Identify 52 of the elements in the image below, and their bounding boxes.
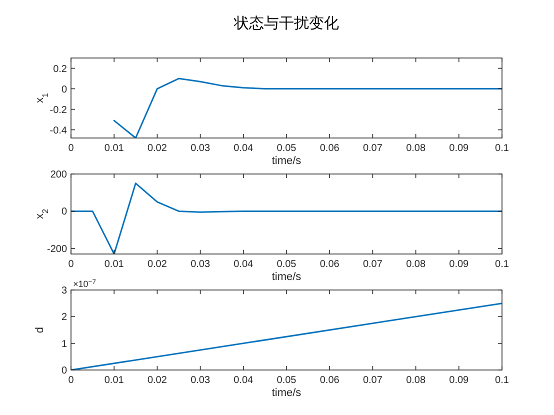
- x-tick-label: 0.03: [190, 259, 210, 270]
- x-tick-label: 0.05: [276, 259, 297, 270]
- line-series: [113, 78, 502, 138]
- x-tick-label: 0.09: [449, 259, 470, 270]
- x-tick-label: 0.04: [234, 375, 254, 386]
- x-tick-label: 0.04: [234, 143, 254, 154]
- x-tick-label: 0.07: [362, 143, 383, 154]
- y-tick-label: -0.2: [50, 104, 68, 116]
- x-tick-label: 0.08: [406, 143, 426, 154]
- y-tick-label: 0.2: [53, 64, 68, 75]
- x-tick-label: 0.01: [104, 375, 124, 386]
- x-tick-label: 0.06: [320, 375, 340, 386]
- y-tick-label: -0.4: [50, 125, 68, 136]
- y-tick-label: -200: [46, 244, 68, 255]
- x-axis-title: time/s: [272, 271, 302, 283]
- x-tick-label: 0.02: [147, 143, 168, 154]
- x-tick-label: 0.02: [147, 375, 168, 386]
- x-tick-label: 0.1: [495, 375, 510, 386]
- y-tick-label: 0: [61, 366, 68, 376]
- x-tick-label: 0.08: [406, 375, 426, 386]
- line-series: [71, 182, 502, 254]
- y-tick-label: 3: [61, 286, 68, 296]
- x-tick-label: 0.03: [190, 143, 210, 154]
- x-tick-label: 0: [68, 375, 74, 386]
- x-tick-label: 0.07: [362, 259, 383, 270]
- x-tick-label: 0: [68, 143, 74, 154]
- y-tick-label: 200: [50, 170, 68, 180]
- y-tick-label: 0: [61, 84, 68, 96]
- x-tick-label: 0.03: [190, 375, 210, 386]
- x-tick-label: 0.09: [449, 375, 470, 386]
- x-tick-label: 0.08: [406, 259, 426, 270]
- x-tick-label: 0.06: [320, 259, 340, 270]
- x-tick-label: 0.1: [495, 259, 510, 270]
- x-tick-label: 0.01: [104, 259, 124, 270]
- x-tick-label: 0.05: [276, 143, 297, 154]
- y-tick-label: 1: [61, 338, 68, 350]
- chart-title: 状态与干扰变化: [233, 15, 339, 32]
- x-tick-label: 0.05: [276, 375, 297, 386]
- y-tick-label: 2: [61, 312, 68, 324]
- text: ×10$^{−7}$: [73, 278, 96, 289]
- x-tick-label: 0.06: [320, 143, 340, 154]
- x-tick-label: 0.07: [362, 375, 383, 386]
- y-tick-label: 0: [61, 206, 68, 218]
- y-axis-title: d: [34, 326, 46, 334]
- x-tick-label: 0.01: [104, 143, 124, 154]
- x-tick-label: 0: [68, 259, 74, 270]
- x-tick-label: 0.02: [147, 259, 168, 270]
- x-tick-label: 0.04: [234, 259, 254, 270]
- x-axis-title: time/s: [272, 155, 302, 167]
- x-tick-label: 0.09: [449, 143, 470, 154]
- x-tick-label: 0.1: [495, 143, 510, 154]
- x-axis-title: time/s: [272, 387, 302, 399]
